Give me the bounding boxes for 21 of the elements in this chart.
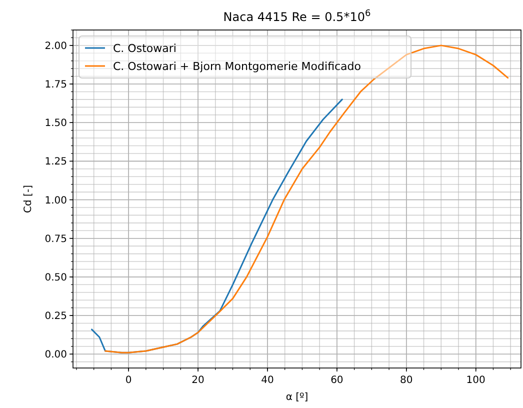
y-tick-label: 0.25 <box>44 311 67 322</box>
legend-label: C. Ostowari + Bjorn Montgomerie Modificado <box>113 60 362 73</box>
legend-label: C. Ostowari <box>113 42 176 55</box>
y-tick-label: 0.50 <box>44 272 67 284</box>
y-tick-label: 2.00 <box>44 40 67 52</box>
x-tick-label: 0 <box>125 375 132 386</box>
x-tick-label: 40 <box>261 375 274 386</box>
y-tick-label: 1.00 <box>44 195 67 206</box>
chart-title: Naca 4415 Re = 0.5*10$^{6}$ <box>223 9 371 24</box>
y-tick-label: 0.75 <box>44 234 67 245</box>
y-axis-title: Cd [-] <box>23 184 34 213</box>
x-tick-label: 80 <box>400 375 413 386</box>
x-tick-label: 60 <box>330 375 344 386</box>
x-axis-title: α [º] <box>286 392 308 403</box>
y-tick-label: 1.25 <box>44 156 67 168</box>
x-tick-label: 20 <box>192 375 204 386</box>
y-tick-label: 0.00 <box>44 350 67 361</box>
y-tick-label: 1.50 <box>44 118 67 130</box>
y-tick-label: 1.75 <box>44 80 67 91</box>
line-series <box>104 44 509 354</box>
x-tick-label: 100 <box>466 375 486 386</box>
